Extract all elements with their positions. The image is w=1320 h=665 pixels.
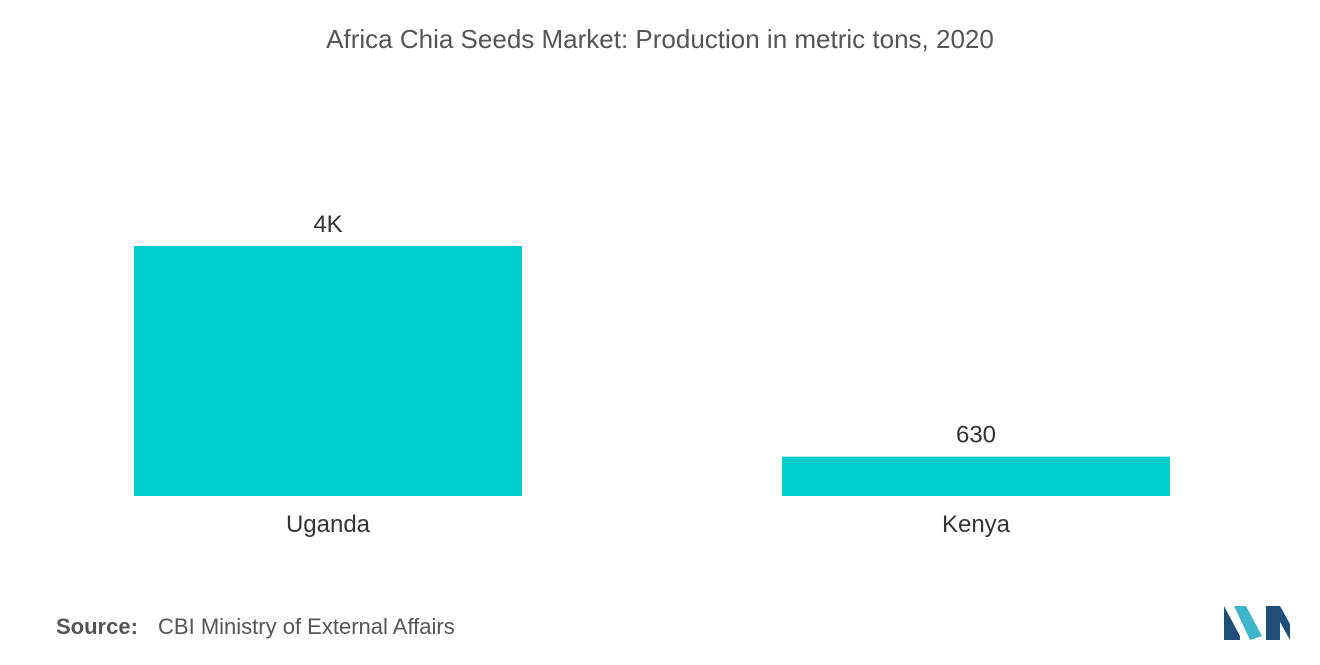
bar-chart: 4K Uganda 630 Kenya — [134, 211, 1170, 538]
logo-right-shape — [1266, 606, 1290, 640]
category-label-kenya: Kenya — [942, 511, 1011, 538]
data-label-kenya: 630 — [956, 422, 996, 449]
bar-uganda — [134, 246, 522, 496]
source-text: CBI Ministry of External Affairs — [158, 614, 455, 639]
category-label-uganda: Uganda — [286, 511, 371, 538]
bar-kenya — [782, 456, 1170, 496]
data-label-uganda: 4K — [313, 211, 342, 238]
source-note: Source: CBI Ministry of External Affairs — [56, 614, 455, 640]
source-label: Source: — [56, 614, 138, 639]
logo-left-shape — [1224, 606, 1240, 640]
chart-title: Africa Chia Seeds Market: Production in … — [326, 24, 994, 54]
company-logo — [1224, 606, 1290, 640]
logo-mid-shape — [1234, 606, 1262, 640]
